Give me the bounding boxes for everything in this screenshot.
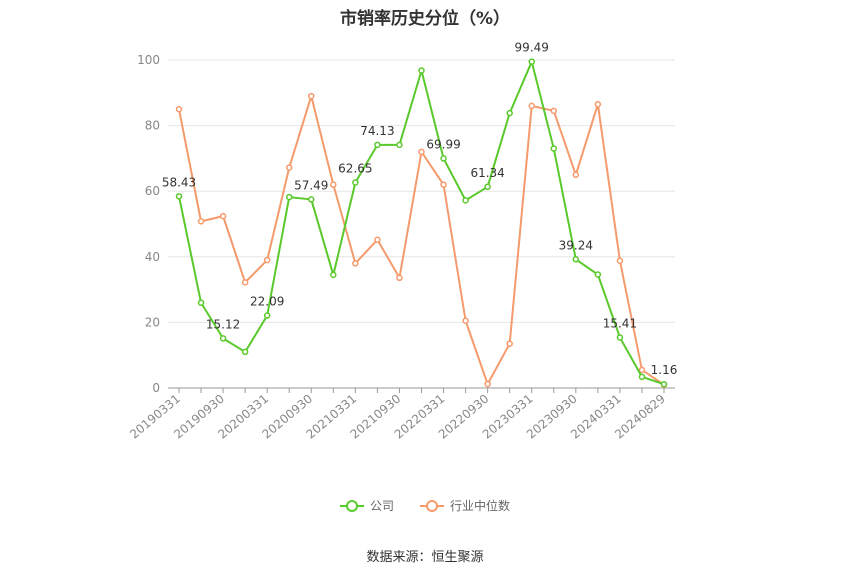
series-line bbox=[178, 60, 665, 386]
data-point bbox=[308, 196, 315, 203]
data-point bbox=[241, 348, 249, 356]
data-label: 57.49 bbox=[294, 178, 328, 192]
data-point bbox=[594, 101, 602, 108]
y-tick-label: 100 bbox=[137, 53, 160, 67]
data-point bbox=[440, 181, 447, 188]
legend: 公司 行业中位数 bbox=[0, 497, 850, 514]
data-point bbox=[660, 380, 668, 388]
data-point bbox=[308, 92, 315, 100]
data-point bbox=[638, 373, 646, 381]
data-point bbox=[638, 366, 646, 374]
data-point bbox=[506, 109, 513, 117]
data-label: 15.12 bbox=[206, 317, 240, 331]
data-label: 61.34 bbox=[470, 166, 504, 180]
data-point bbox=[175, 105, 183, 113]
data-label: 62.65 bbox=[338, 162, 372, 176]
data-point bbox=[197, 218, 205, 225]
data-point bbox=[197, 299, 205, 306]
legend-industry-marker bbox=[420, 499, 444, 513]
data-point bbox=[241, 279, 249, 286]
data-point bbox=[285, 164, 293, 171]
data-point bbox=[396, 274, 403, 282]
data-point bbox=[506, 340, 513, 347]
data-point bbox=[572, 256, 580, 263]
data-point bbox=[263, 312, 271, 319]
data-point bbox=[418, 148, 425, 156]
data-label: 69.99 bbox=[426, 137, 460, 151]
y-tick-label: 80 bbox=[145, 119, 160, 133]
y-tick-label: 60 bbox=[145, 184, 160, 198]
data-label: 22.09 bbox=[250, 295, 284, 309]
y-tick-label: 0 bbox=[152, 381, 160, 395]
data-point bbox=[374, 236, 381, 243]
series-lines bbox=[175, 58, 668, 388]
data-source: 数据来源：恒生聚源 bbox=[366, 550, 484, 565]
data-point bbox=[484, 380, 491, 388]
y-tick-label: 40 bbox=[145, 250, 160, 264]
data-point bbox=[352, 260, 359, 267]
data-point bbox=[462, 317, 469, 325]
data-point bbox=[484, 183, 491, 191]
data-label: 15.41 bbox=[603, 316, 637, 330]
legend-industry-label: 行业中位数 bbox=[450, 499, 511, 513]
data-point bbox=[440, 155, 447, 162]
chart-title: 市销率历史分位（%） bbox=[339, 9, 511, 29]
data-point bbox=[219, 335, 227, 342]
data-label: 99.49 bbox=[515, 41, 549, 55]
data-point bbox=[572, 171, 580, 179]
data-point bbox=[352, 179, 359, 186]
data-point bbox=[285, 193, 293, 201]
data-point bbox=[616, 257, 624, 264]
data-point bbox=[263, 256, 271, 264]
data-point bbox=[175, 193, 183, 200]
data-point bbox=[594, 271, 602, 278]
y-tick-label: 20 bbox=[145, 315, 160, 329]
data-point bbox=[330, 271, 337, 279]
data-point bbox=[330, 181, 337, 188]
legend-company-marker bbox=[339, 499, 364, 513]
data-label: 39.24 bbox=[559, 238, 593, 252]
data-point bbox=[616, 334, 624, 341]
data-point bbox=[219, 212, 227, 220]
legend-item-company[interactable]: 公司 bbox=[339, 497, 394, 514]
data-label: 58.43 bbox=[162, 175, 196, 189]
legend-company-label: 公司 bbox=[369, 499, 394, 513]
data-point bbox=[418, 67, 425, 74]
data-labels: 58.43 15.12 22.09 57.49 62.65 74.13 69.99 61.34… bbox=[162, 41, 678, 378]
data-point bbox=[550, 107, 558, 115]
data-point bbox=[550, 145, 558, 152]
data-point bbox=[374, 141, 381, 149]
data-point bbox=[528, 102, 535, 110]
legend-item-industry-median[interactable]: 行业中位数 bbox=[420, 497, 510, 514]
data-point bbox=[396, 141, 403, 149]
data-point bbox=[528, 58, 535, 65]
data-label: 74.13 bbox=[360, 124, 394, 138]
data-point bbox=[462, 197, 469, 204]
data-label: 1.16 bbox=[651, 363, 678, 377]
